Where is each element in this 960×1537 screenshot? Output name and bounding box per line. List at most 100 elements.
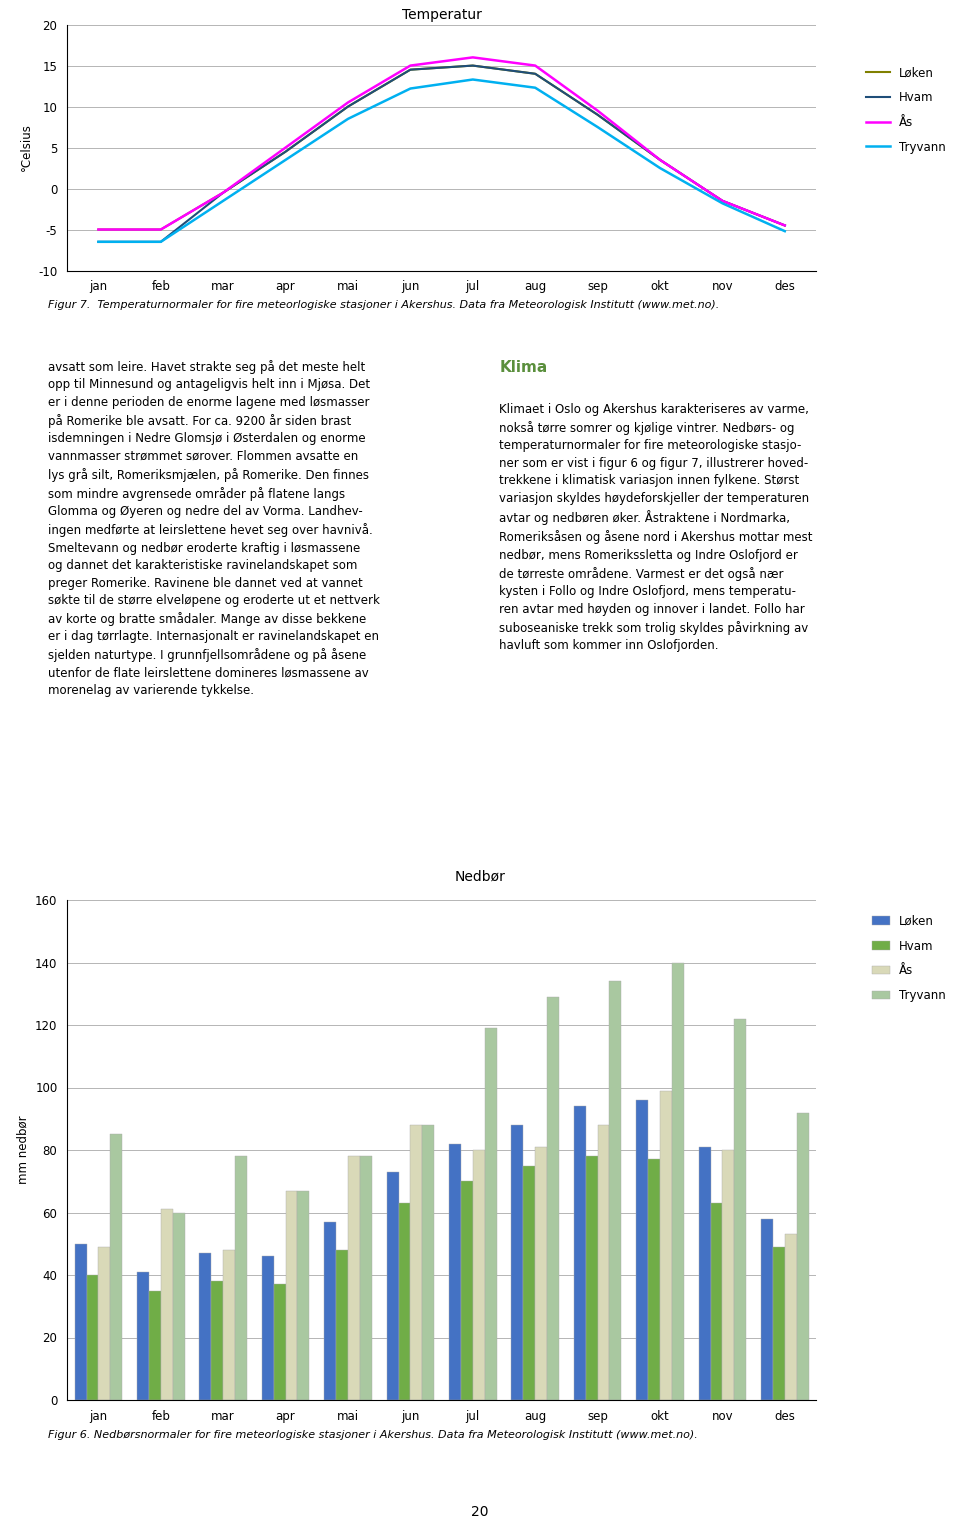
Hvam [217, 183, 229, 201]
Hvam [405, 60, 417, 78]
Text: Klima: Klima [499, 360, 547, 375]
Legend: Løken, Hvam, Ås, Tryvann: Løken, Hvam, Ås, Tryvann [868, 910, 950, 1007]
Bar [110, 1134, 122, 1400]
Bar [336, 1250, 348, 1400]
Løken [156, 220, 167, 238]
Bar [137, 1273, 149, 1400]
Ås [530, 57, 541, 75]
Bar [173, 1213, 184, 1400]
Løken [217, 183, 229, 201]
Løken [530, 65, 541, 83]
Bar [710, 1203, 722, 1400]
Bar [411, 1125, 422, 1400]
Y-axis label: °Celsius: °Celsius [19, 123, 33, 172]
Bar [785, 1234, 797, 1400]
Hvam [655, 151, 666, 169]
Line: Hvam: Hvam [99, 66, 785, 241]
Text: avsatt som leire. Havet strakte seg på det meste helt
opp til Minnesund og antag: avsatt som leire. Havet strakte seg på d… [48, 360, 380, 698]
Bar [324, 1222, 336, 1400]
Bar [86, 1276, 99, 1400]
Bar [512, 1125, 523, 1400]
Bar [274, 1285, 286, 1400]
Bar [387, 1171, 398, 1400]
Title: Temperatur: Temperatur [401, 8, 482, 22]
Hvam [280, 143, 292, 161]
Bar [761, 1219, 773, 1400]
Tryvann [217, 192, 229, 211]
Hvam [468, 57, 479, 75]
Løken [342, 97, 353, 115]
Line: Løken: Løken [99, 66, 785, 229]
Ås [780, 217, 791, 235]
Løken [92, 220, 105, 238]
Tryvann [342, 109, 353, 128]
Tryvann [716, 194, 728, 212]
Bar [262, 1256, 274, 1400]
Legend: Løken, Hvam, Ås, Tryvann: Løken, Hvam, Ås, Tryvann [861, 61, 950, 158]
Bar [574, 1107, 586, 1400]
Ås [591, 101, 604, 120]
Hvam [342, 97, 353, 115]
Løken [780, 217, 791, 235]
Bar [360, 1156, 372, 1400]
Bar [348, 1156, 360, 1400]
Løken [405, 60, 417, 78]
Bar [473, 1150, 485, 1400]
Bar [398, 1203, 411, 1400]
Text: Klimaet i Oslo og Akershus karakteriseres av varme,
nokså tørre somrer og kjølig: Klimaet i Oslo og Akershus karakterisere… [499, 403, 813, 652]
Bar [648, 1159, 660, 1400]
Tryvann [92, 232, 105, 251]
Ås [405, 57, 417, 75]
Løken [468, 57, 479, 75]
Løken [716, 192, 728, 211]
Bar [149, 1291, 161, 1400]
Tryvann [591, 118, 604, 137]
Y-axis label: mm nedbør: mm nedbør [16, 1116, 30, 1185]
Ås [468, 48, 479, 66]
Hvam [591, 106, 604, 124]
Hvam [716, 192, 728, 211]
Bar [211, 1282, 223, 1400]
Tryvann [280, 151, 292, 169]
Bar [610, 981, 621, 1400]
Text: Figur 6. Nedbørsnormaler for fire meteorlogiske stasjoner i Akershus. Data fra M: Figur 6. Nedbørsnormaler for fire meteor… [48, 1429, 698, 1440]
Bar [75, 1243, 86, 1400]
Bar [734, 1019, 746, 1400]
Tryvann [655, 158, 666, 177]
Bar [672, 962, 684, 1400]
Tryvann [405, 80, 417, 98]
Bar [547, 998, 559, 1400]
Bar [523, 1165, 536, 1400]
Text: Nedbør: Nedbør [455, 870, 505, 884]
Tryvann [780, 221, 791, 240]
Hvam [780, 217, 791, 235]
Bar [699, 1147, 710, 1400]
Bar [286, 1191, 298, 1400]
Bar [235, 1156, 247, 1400]
Bar [223, 1250, 235, 1400]
Bar [722, 1150, 734, 1400]
Bar [773, 1247, 784, 1400]
Bar [161, 1210, 173, 1400]
Line: Tryvann: Tryvann [99, 80, 785, 241]
Løken [280, 143, 292, 161]
Text: 20: 20 [471, 1505, 489, 1519]
Bar [536, 1147, 547, 1400]
Bar [485, 1028, 496, 1400]
Ås [156, 220, 167, 238]
Text: Figur 7.  Temperaturnormaler for fire meteorlogiske stasjoner i Akershus. Data f: Figur 7. Temperaturnormaler for fire met… [48, 300, 719, 310]
Ås [92, 220, 105, 238]
Bar [200, 1253, 211, 1400]
Bar [597, 1125, 610, 1400]
Bar [422, 1125, 434, 1400]
Løken [591, 106, 604, 124]
Bar [461, 1182, 473, 1400]
Tryvann [530, 78, 541, 97]
Tryvann [156, 232, 167, 251]
Line: Ås: Ås [99, 57, 785, 229]
Ås [342, 94, 353, 112]
Ås [655, 151, 666, 169]
Bar [636, 1100, 648, 1400]
Bar [449, 1144, 461, 1400]
Hvam [92, 232, 105, 251]
